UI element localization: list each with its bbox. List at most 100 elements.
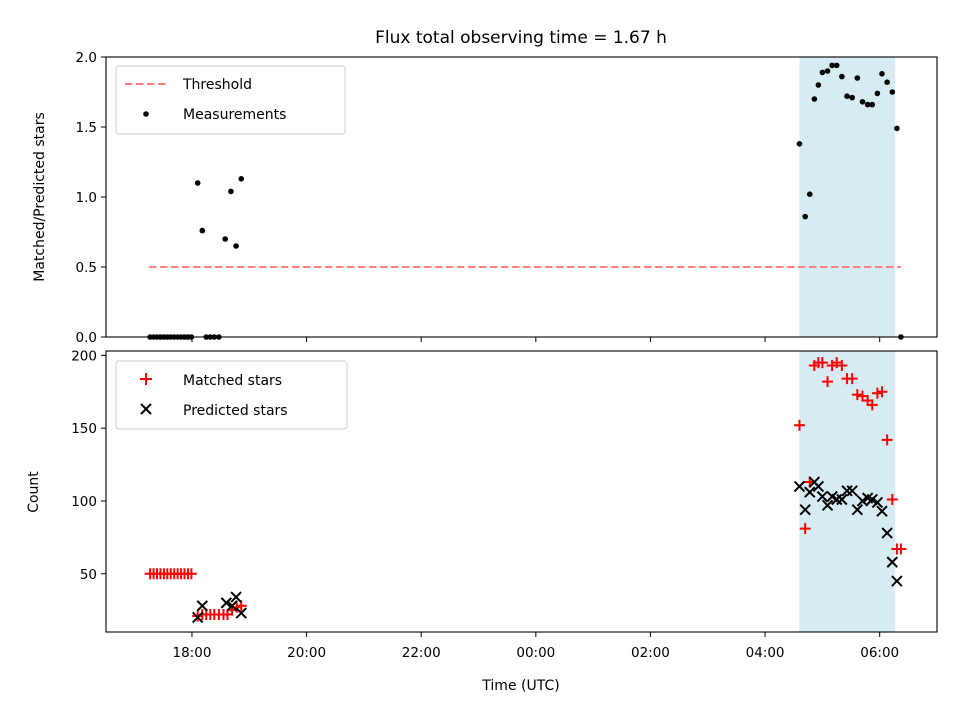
measurement-point bbox=[199, 227, 206, 234]
legend-measurements-label: Measurements bbox=[183, 107, 286, 123]
matched-star-point bbox=[793, 419, 805, 431]
top-panel: 0.00.51.01.52.0 Matched/Predicted stars … bbox=[32, 50, 938, 346]
bottom-x-tick-label: 04:00 bbox=[746, 645, 785, 661]
predicted-star-point bbox=[226, 600, 238, 612]
measurement-point bbox=[879, 71, 885, 77]
predicted-star-point bbox=[220, 597, 233, 609]
measurement-point bbox=[864, 101, 871, 108]
predicted-star-point bbox=[841, 485, 853, 497]
bottom-plot-frame bbox=[105, 350, 938, 633]
measurement-point bbox=[194, 180, 201, 186]
bottom-x-tick-label: 22:00 bbox=[402, 645, 441, 661]
predicted-star-point bbox=[871, 496, 884, 509]
bottom-y-tick-label: 50 bbox=[80, 567, 97, 583]
matched-star-point bbox=[799, 523, 811, 535]
bottom-panel: 50 100 150 200 18:00 20:00 22:00 00:00 02:00 04:0… bbox=[26, 348, 938, 694]
legend-measurements-swatch bbox=[143, 111, 149, 117]
top-legend-box bbox=[115, 65, 346, 135]
legend-matched-label: Matched stars bbox=[183, 373, 282, 389]
bottom-y-axis-label: Count bbox=[26, 471, 42, 513]
top-y-tick-label: 1.0 bbox=[76, 190, 97, 206]
matched-star-point bbox=[851, 389, 863, 401]
measurement-point bbox=[854, 75, 861, 81]
top-legend: Threshold Measurements bbox=[115, 65, 346, 135]
legend-threshold-label: Threshold bbox=[182, 77, 252, 93]
bottom-x-tick-label: 20:00 bbox=[287, 645, 326, 661]
top-y-tick-label: 1.5 bbox=[76, 120, 97, 136]
predicted-star-point bbox=[886, 556, 899, 568]
bottom-x-tick-label: 18:00 bbox=[173, 645, 212, 661]
measurement-point bbox=[889, 89, 896, 95]
top-plot-frame bbox=[105, 56, 938, 338]
x-axis-label: Time (UTC) bbox=[481, 678, 559, 694]
top-shaded-span bbox=[799, 57, 896, 337]
predicted-star-point bbox=[876, 505, 888, 517]
measurement-point bbox=[233, 243, 239, 249]
bottom-legend-box bbox=[115, 360, 348, 430]
measurement-point bbox=[824, 68, 831, 74]
matched-star-point bbox=[816, 357, 828, 369]
matched-star-point bbox=[866, 399, 878, 411]
bottom-y-tick-label: 200 bbox=[71, 348, 97, 364]
top-axis-ticks: 0.0 0.5 1.0 1.5 2.0 bbox=[76, 50, 881, 346]
measurement-point bbox=[238, 176, 245, 182]
predicted-star-point bbox=[816, 490, 829, 503]
predicted-star-point bbox=[799, 503, 811, 516]
measurement-point bbox=[829, 62, 835, 69]
matched-star-point bbox=[836, 360, 848, 372]
predicted-star-point bbox=[881, 527, 893, 539]
bottom-x-tick-label: 02:00 bbox=[631, 645, 670, 661]
matched-star-point bbox=[876, 386, 888, 398]
measurement-point bbox=[833, 62, 840, 69]
predicted-star-point bbox=[235, 607, 247, 619]
measurement-point bbox=[874, 90, 881, 97]
matched-star-point bbox=[235, 600, 247, 612]
measurement-point bbox=[884, 79, 890, 85]
top-y-tick-label: 0.0 bbox=[76, 330, 97, 346]
predicted-star-point bbox=[196, 600, 208, 612]
bottom-x-tick-label: 06:00 bbox=[860, 645, 899, 661]
predicted-star-point bbox=[830, 493, 843, 506]
predicted-star-point bbox=[851, 503, 864, 516]
predicted-star-point bbox=[821, 499, 834, 512]
top-y-axis-label: Matched/Predicted stars bbox=[32, 112, 48, 282]
measurement-point bbox=[815, 82, 822, 88]
predicted-star-point bbox=[836, 493, 848, 506]
top-y-tick-label: 0.5 bbox=[76, 260, 97, 276]
measurement-point bbox=[222, 236, 229, 242]
measurement-point bbox=[228, 188, 234, 195]
bottom-y-tick-label: 100 bbox=[71, 494, 97, 510]
chart-title: Flux total observing time = 1.67 h bbox=[375, 28, 667, 48]
matched-star-point bbox=[886, 494, 898, 506]
legend-matched-swatch bbox=[140, 373, 152, 385]
bottom-legend: Matched stars Predicted stars bbox=[115, 360, 348, 430]
measurement-point bbox=[811, 96, 818, 102]
legend-predicted-swatch bbox=[140, 403, 152, 415]
measurement-point bbox=[819, 69, 826, 76]
predicted-star-point bbox=[812, 480, 825, 493]
measurement-point bbox=[839, 73, 845, 80]
measurements-points bbox=[147, 62, 904, 340]
predicted-star-point bbox=[891, 575, 903, 587]
predicted-star-point bbox=[804, 486, 816, 498]
measurement-point bbox=[806, 191, 813, 197]
matched-star-point bbox=[846, 373, 858, 385]
matched-star-point bbox=[185, 568, 197, 580]
matched-star-point bbox=[881, 434, 893, 446]
bottom-axis-ticks: 50 100 150 200 18:00 20:00 22:00 00:00 02:00 04:0… bbox=[71, 348, 899, 661]
measurement-point bbox=[869, 101, 876, 108]
measurement-point bbox=[796, 141, 803, 147]
predicted-star-point bbox=[793, 480, 806, 493]
predicted-star-point bbox=[191, 611, 204, 624]
predicted-star-point bbox=[846, 485, 858, 497]
legend-predicted-label: Predicted stars bbox=[183, 403, 288, 419]
measurement-point bbox=[894, 125, 900, 132]
matched-star-point bbox=[895, 543, 907, 555]
measurement-point bbox=[802, 213, 808, 220]
top-y-tick-label: 2.0 bbox=[76, 50, 97, 66]
measurement-point bbox=[844, 93, 850, 99]
bottom-y-tick-label: 150 bbox=[71, 421, 97, 437]
matched-star-point bbox=[822, 376, 834, 388]
bottom-x-tick-label: 00:00 bbox=[516, 645, 555, 661]
